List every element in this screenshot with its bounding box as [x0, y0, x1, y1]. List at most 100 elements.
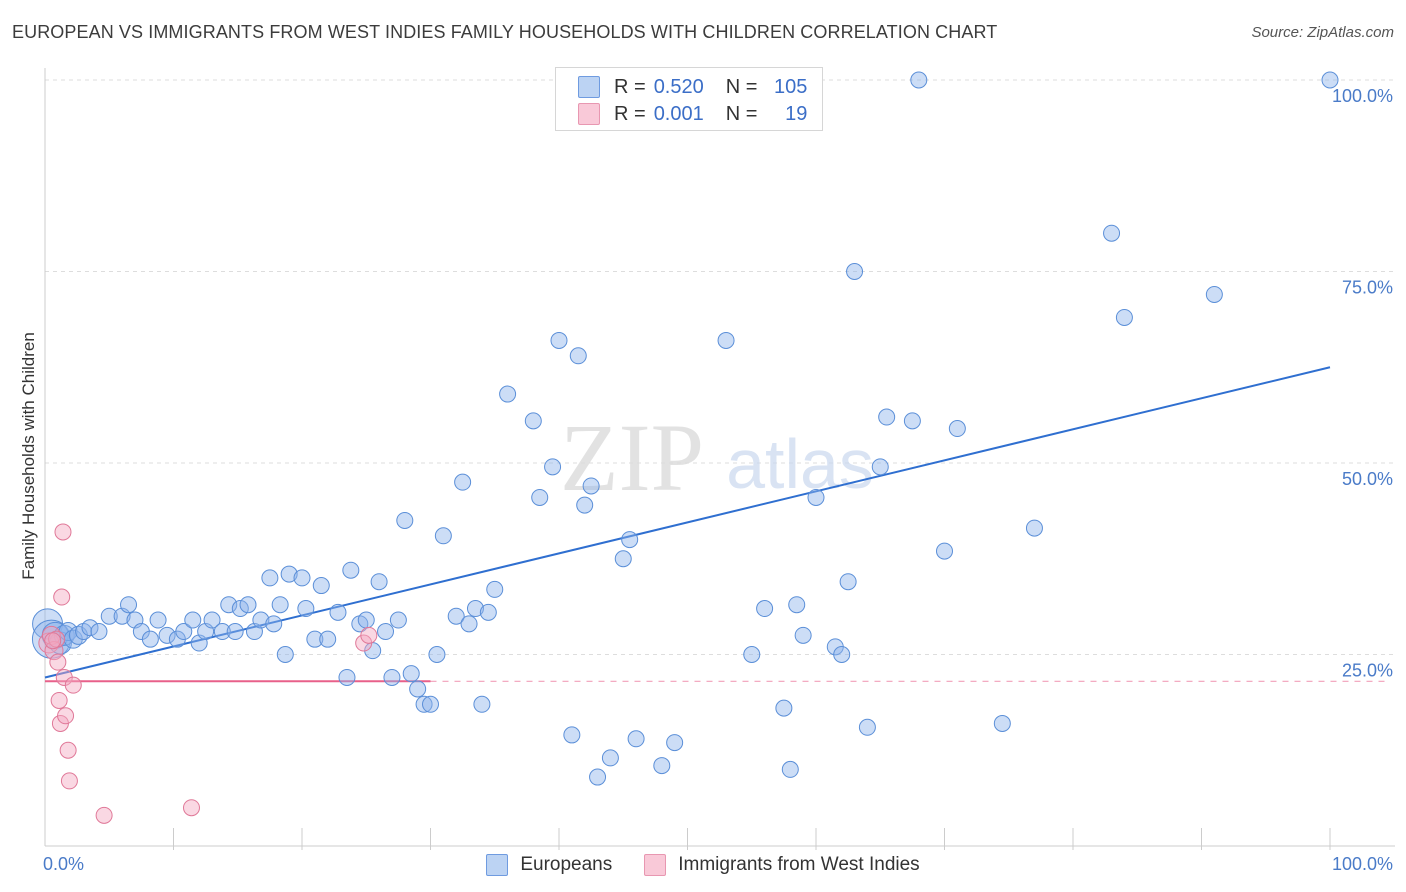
watermark-atlas: atlas: [726, 425, 874, 503]
legend-n-key: N =: [725, 102, 758, 125]
europeans-point: [524, 412, 542, 430]
west-indies-legend-swatch: [644, 854, 667, 876]
europeans-point: [948, 420, 966, 438]
west-indies-point: [50, 691, 68, 709]
europeans-point: [601, 749, 619, 767]
europeans-point: [377, 623, 395, 641]
europeans-point: [839, 573, 857, 591]
europeans-point: [280, 565, 298, 583]
europeans-point: [370, 573, 388, 591]
europeans-point: [319, 630, 337, 648]
west-indies-point: [64, 676, 82, 694]
europeans-point: [396, 511, 414, 529]
legend-row-europeans: R = 0.520 N = 105: [578, 74, 807, 100]
europeans-point: [466, 600, 484, 618]
x-tick-label: 100.0%: [1332, 854, 1393, 874]
watermark-zip: ZIP: [560, 404, 704, 511]
legend-n-key: N =: [725, 75, 758, 98]
europeans-point: [936, 542, 953, 560]
europeans-point: [743, 646, 761, 663]
europeans-point: [871, 458, 889, 476]
west-indies-point: [44, 632, 62, 650]
europeans-point: [1321, 71, 1339, 89]
europeans-point: [422, 695, 439, 713]
europeans-point: [90, 623, 108, 641]
europeans-point: [479, 603, 497, 621]
west-indies-point: [360, 626, 378, 644]
europeans-trend-line: [44, 366, 1331, 679]
europeans-point: [454, 473, 472, 491]
europeans-point: [1205, 285, 1223, 303]
europeans-point: [149, 611, 167, 629]
legend-item-west-indies[interactable]: Immigrants from West Indies: [644, 854, 920, 876]
stats-legend: R = 0.520 N = 105 R = 0.001 N = 19: [555, 67, 823, 131]
europeans-point: [846, 263, 864, 280]
europeans-point: [415, 695, 433, 713]
europeans-legend-label: Europeans: [520, 854, 613, 875]
europeans-point: [993, 714, 1011, 732]
west-indies-point: [59, 741, 77, 759]
europeans-point: [402, 665, 420, 683]
europeans-point: [306, 630, 324, 648]
europeans-points: [31, 71, 1339, 786]
legend-r-key: R =: [614, 75, 646, 98]
europeans-point: [226, 623, 244, 641]
europeans-point: [544, 458, 562, 476]
europeans-point: [627, 730, 645, 748]
europeans-point: [312, 577, 330, 595]
europeans-point: [903, 412, 921, 430]
europeans-point: [342, 561, 360, 579]
west-indies-point: [57, 707, 75, 725]
europeans-point: [653, 757, 671, 775]
europeans-point: [120, 596, 138, 614]
europeans-point: [563, 726, 581, 744]
series-legend: Europeans Immigrants from West Indies: [0, 852, 1406, 878]
europeans-point: [1115, 308, 1133, 326]
legend-r-key: R =: [614, 102, 646, 125]
europeans-point: [231, 600, 249, 618]
europeans-point: [213, 623, 231, 641]
europeans-point: [158, 626, 176, 644]
europeans-point: [239, 596, 257, 614]
tick-labels: 25.0% 50.0% 75.0% 100.0% 0.0% 100.0%: [43, 86, 1393, 874]
y-axis-title: Family Households with Children: [19, 332, 38, 580]
chart-title: EUROPEAN VS IMMIGRANTS FROM WEST INDIES …: [12, 22, 998, 42]
europeans-point: [717, 331, 735, 349]
europeans-point: [293, 569, 311, 587]
europeans-point: [271, 596, 289, 614]
europeans-point: [666, 734, 684, 752]
europeans-point: [833, 646, 851, 663]
legend-item-europeans[interactable]: Europeans: [486, 854, 612, 876]
europeans-point: [100, 607, 118, 625]
europeans-point: [878, 408, 896, 426]
europeans-point: [261, 569, 279, 587]
europeans-point: [383, 668, 401, 686]
west-indies-point: [49, 653, 67, 671]
west-indies-swatch: [578, 103, 600, 125]
europeans-point: [614, 550, 632, 568]
europeans-point: [807, 488, 825, 506]
europeans-point: [276, 646, 294, 663]
grid-lines: [45, 79, 1395, 655]
europeans-legend-swatch: [486, 854, 509, 876]
europeans-point: [621, 531, 639, 549]
europeans-point: [499, 385, 517, 403]
europeans-point: [252, 611, 270, 629]
legend-n-value: 19: [785, 102, 808, 125]
legend-r-value: 0.001: [653, 102, 704, 125]
europeans-point: [794, 626, 812, 644]
x-tick-label: 0.0%: [43, 854, 84, 874]
europeans-point: [550, 331, 568, 349]
europeans-point: [781, 760, 799, 778]
legend-r-value: 0.520: [653, 75, 704, 98]
europeans-point: [184, 611, 202, 629]
europeans-point: [582, 477, 600, 495]
europeans-point: [357, 611, 375, 629]
europeans-point: [460, 615, 478, 633]
europeans-point: [297, 600, 315, 618]
europeans-point: [756, 600, 774, 618]
europeans-point: [788, 596, 806, 614]
europeans-point: [910, 71, 928, 89]
europeans-point: [389, 611, 407, 629]
